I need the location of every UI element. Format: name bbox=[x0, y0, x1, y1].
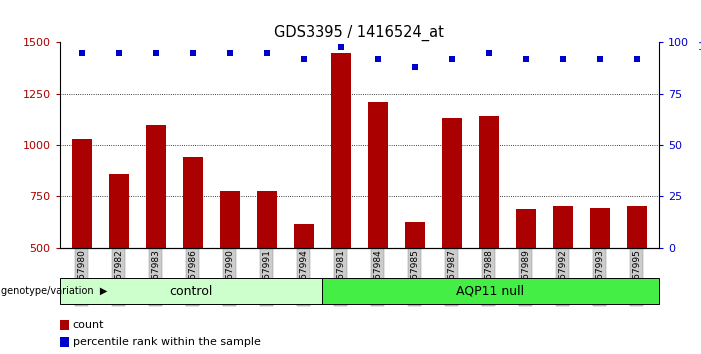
Point bbox=[298, 56, 309, 62]
Bar bbox=[72, 139, 92, 350]
Point bbox=[409, 64, 421, 70]
Bar bbox=[442, 119, 462, 350]
Bar bbox=[552, 206, 573, 350]
Text: 100%: 100% bbox=[698, 42, 701, 52]
Point bbox=[76, 50, 88, 56]
Bar bbox=[60, 337, 69, 347]
Bar bbox=[627, 206, 647, 350]
Point bbox=[483, 50, 494, 56]
Point bbox=[224, 50, 236, 56]
Bar bbox=[515, 209, 536, 350]
Point bbox=[631, 56, 642, 62]
Text: count: count bbox=[73, 320, 104, 330]
Point bbox=[261, 50, 273, 56]
Point bbox=[187, 50, 198, 56]
Bar bbox=[257, 191, 277, 350]
Point bbox=[335, 44, 346, 50]
Point bbox=[557, 56, 569, 62]
Bar bbox=[590, 208, 610, 350]
Point bbox=[446, 56, 457, 62]
Bar bbox=[294, 224, 314, 350]
Point bbox=[372, 56, 383, 62]
Point bbox=[113, 50, 124, 56]
Bar bbox=[182, 158, 203, 350]
Text: control: control bbox=[169, 285, 212, 298]
Point bbox=[594, 56, 606, 62]
Bar bbox=[367, 102, 388, 350]
Bar bbox=[60, 320, 69, 330]
Title: GDS3395 / 1416524_at: GDS3395 / 1416524_at bbox=[274, 25, 444, 41]
Bar bbox=[331, 53, 351, 350]
Bar bbox=[109, 174, 129, 350]
Text: percentile rank within the sample: percentile rank within the sample bbox=[73, 337, 261, 347]
Text: AQP11 null: AQP11 null bbox=[456, 285, 524, 298]
Point bbox=[150, 50, 161, 56]
Bar bbox=[322, 278, 659, 304]
Bar bbox=[219, 191, 240, 350]
Bar bbox=[479, 116, 499, 350]
Text: genotype/variation  ▶: genotype/variation ▶ bbox=[1, 286, 108, 296]
Point bbox=[520, 56, 531, 62]
Bar bbox=[60, 278, 322, 304]
Bar bbox=[146, 125, 166, 350]
Bar bbox=[404, 222, 425, 350]
